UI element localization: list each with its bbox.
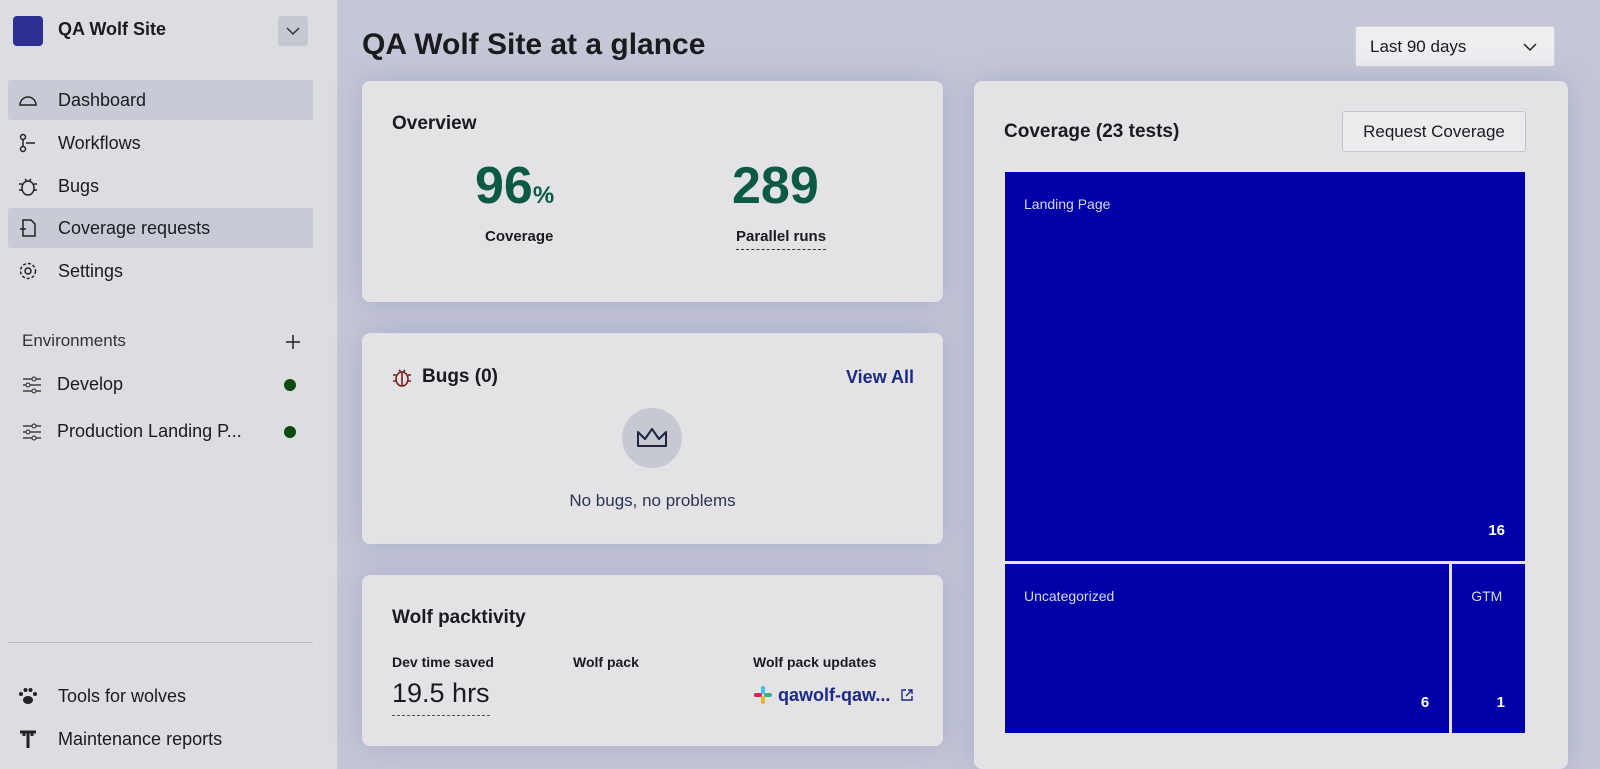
cell-value: 1 (1496, 693, 1505, 711)
logo (13, 16, 43, 46)
nav-label: Maintenance reports (58, 729, 223, 749)
metric-label: Dev time saved (392, 654, 494, 670)
treemap-cell: Landing Page 16 (1005, 172, 1525, 561)
nav-label: Settings (58, 261, 124, 281)
parallel-runs-value: 289 (732, 157, 819, 215)
nav-item[interactable]: Workflows (8, 123, 313, 163)
bugs-card: Bugs (0) View All No bugs, no problems (362, 333, 943, 544)
environment[interactable]: Production Landing P... (22, 417, 312, 447)
treemap-cell: GTM 1 (1452, 563, 1525, 733)
overview-card: Overview 96% Coverage 289 Parallel runs (362, 81, 943, 302)
coverage-unit: % (532, 182, 555, 209)
metric-label: Wolf pack updates (753, 654, 877, 670)
view-all-link[interactable]: View All (846, 367, 915, 387)
coverage-metric: 96% (475, 156, 554, 216)
environments-title: Environments (22, 331, 126, 350)
coverage-card: Coverage (23 tests) Request Coverage Lan… (974, 81, 1568, 769)
card-title: Bugs (0) (422, 366, 498, 387)
page-title: QA Wolf Site at a glance (362, 28, 706, 61)
cell-value: 16 (1488, 521, 1505, 539)
date-range-label: Last 90 days (1370, 37, 1467, 56)
add-environment[interactable] (284, 333, 302, 351)
nav-item[interactable]: Coverage requests (8, 208, 313, 248)
status-dot (284, 426, 296, 438)
nav-label: Bugs (58, 176, 100, 196)
site-name[interactable]: QA Wolf Site (58, 19, 166, 39)
nav-item[interactable]: Dashboard (8, 80, 313, 120)
card-title: Overview (392, 113, 477, 134)
parallel-runs-label[interactable]: Parallel runs (736, 228, 827, 250)
environment-name: Production Landing P... (57, 421, 242, 441)
treemap: Landing Page 16 Uncategorized 6 GTM 1 (1005, 172, 1525, 733)
site-toggle[interactable] (278, 16, 308, 46)
coverage-label: Coverage (485, 228, 554, 245)
nav-label: Coverage requests (58, 218, 211, 238)
status-dot (284, 379, 296, 391)
packtivity-card: Wolf packtivity Dev time saved 19.5 hrs … (362, 575, 943, 746)
nav-label: Workflows (58, 133, 141, 153)
divider (8, 642, 313, 643)
date-range-select[interactable]: Last 90 days (1355, 26, 1555, 67)
slack-icon (754, 686, 772, 704)
nav-label: Dashboard (58, 90, 147, 110)
environment[interactable]: Develop (22, 370, 312, 400)
slack-link[interactable]: qawolf-qaw... (778, 685, 891, 705)
cell-name: Landing Page (1024, 196, 1111, 212)
card-title: Coverage (23 tests) (1004, 121, 1180, 142)
treemap-cell: Uncategorized 6 (1005, 563, 1450, 733)
metric-label: Wolf pack (573, 654, 639, 670)
nav-item[interactable]: Settings (8, 251, 313, 291)
nav-item[interactable]: Bugs (8, 166, 313, 206)
environment-name: Develop (57, 374, 124, 394)
empty-message: No bugs, no problems (569, 491, 736, 510)
card-title: Wolf packtivity (392, 607, 526, 628)
cell-name: Uncategorized (1024, 587, 1115, 604)
cell-name: GTM (1471, 587, 1503, 604)
sidebar: QA Wolf Site Dashboard Workflows Bugs Co… (0, 0, 338, 769)
nav-item[interactable]: Tools for wolves (8, 676, 313, 716)
request-coverage-button[interactable]: Request Coverage (1342, 111, 1526, 152)
coverage-value: 96 (475, 157, 533, 215)
dev-time-value[interactable]: 19.5 hrs (392, 678, 490, 716)
nav-label: Tools for wolves (58, 686, 187, 706)
nav-item[interactable]: Maintenance reports (8, 719, 313, 759)
empty-icon (622, 408, 682, 468)
cell-value: 6 (1420, 693, 1430, 711)
